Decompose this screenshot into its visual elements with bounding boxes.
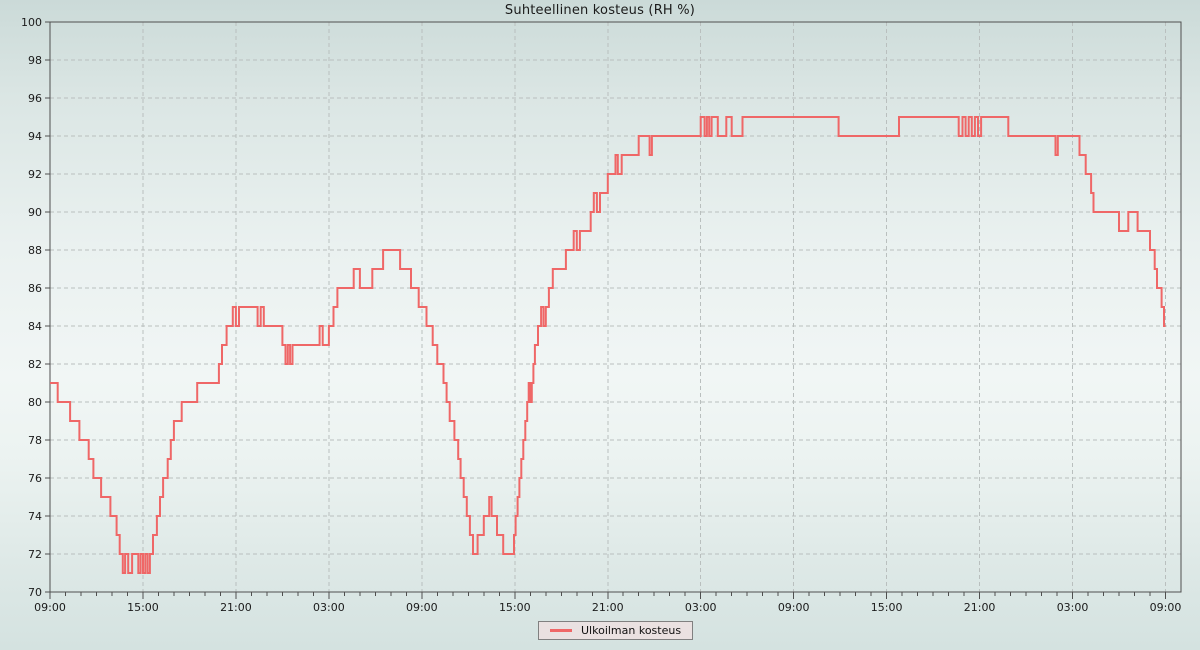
x-tick-label: 15:00 bbox=[499, 601, 531, 614]
plot-border bbox=[49, 21, 1182, 593]
x-tick-label: 09:00 bbox=[406, 601, 438, 614]
y-tick-label: 78 bbox=[28, 434, 42, 447]
y-tick-label: 80 bbox=[28, 396, 42, 409]
x-tick-label: 09:00 bbox=[34, 601, 66, 614]
x-tick-label: 15:00 bbox=[871, 601, 903, 614]
x-tick-label: 03:00 bbox=[313, 601, 345, 614]
y-tick-label: 86 bbox=[28, 282, 42, 295]
chart-title: Suhteellinen kosteus (RH %) bbox=[504, 3, 696, 18]
y-tick-label: 98 bbox=[28, 54, 42, 67]
x-tick-label: 09:00 bbox=[1150, 601, 1182, 614]
axes bbox=[45, 21, 1182, 599]
y-tick-label: 72 bbox=[28, 548, 42, 561]
y-tick-label: 100 bbox=[21, 16, 42, 29]
y-tick-label: 92 bbox=[28, 168, 42, 181]
x-tick-label: 21:00 bbox=[592, 601, 624, 614]
y-tick-label: 84 bbox=[28, 320, 42, 333]
x-tick-label: 03:00 bbox=[1057, 601, 1089, 614]
humidity-series-line bbox=[50, 116, 1166, 574]
x-tick-label: 21:00 bbox=[220, 601, 252, 614]
series-path bbox=[50, 116, 1166, 574]
x-tick-label: 03:00 bbox=[685, 601, 717, 614]
y-tick-label: 90 bbox=[28, 206, 42, 219]
y-tick-label: 96 bbox=[28, 92, 42, 105]
legend-line-swatch bbox=[550, 629, 572, 632]
axis-labels: 09:00 15:00 21:00 03:00 09:00 15:00 21:00 03:00… bbox=[21, 16, 1181, 614]
y-tick-label: 94 bbox=[28, 130, 42, 143]
legend-label: Ulkoilman kosteus bbox=[581, 624, 682, 637]
y-tick-label: 82 bbox=[28, 358, 42, 371]
y-tick-label: 76 bbox=[28, 472, 42, 485]
legend: Ulkoilman kosteus bbox=[538, 621, 694, 640]
gridlines bbox=[50, 22, 1181, 592]
y-tick-label: 74 bbox=[28, 510, 42, 523]
x-tick-label: 09:00 bbox=[778, 601, 810, 614]
y-tick-label: 88 bbox=[28, 244, 42, 257]
x-tick-label: 15:00 bbox=[127, 601, 159, 614]
y-tick-label: 70 bbox=[28, 586, 42, 599]
x-tick-label: 21:00 bbox=[964, 601, 996, 614]
